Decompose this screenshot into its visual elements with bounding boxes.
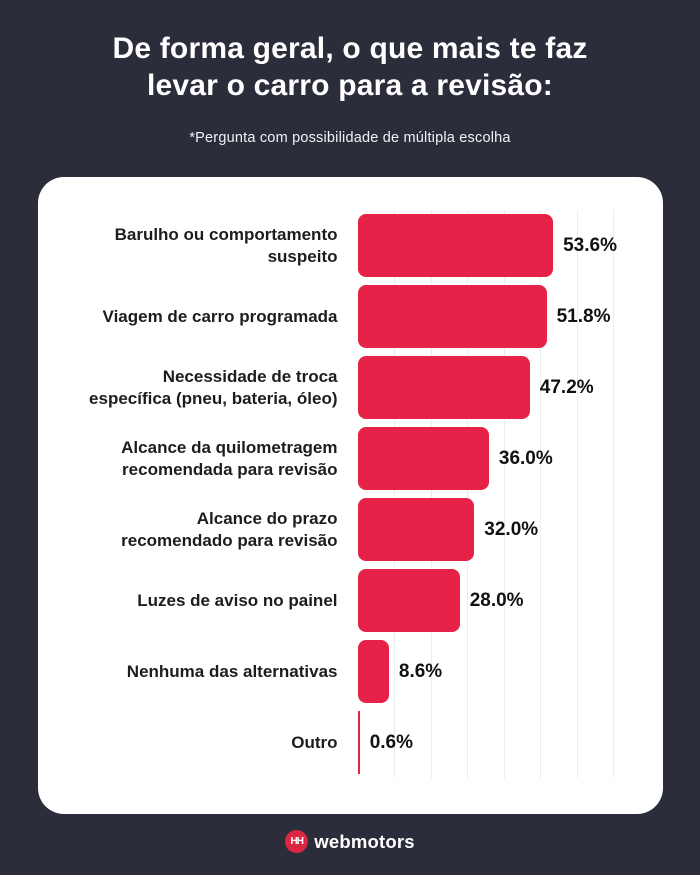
gridline-40pct bbox=[503, 210, 505, 778]
bar-chart: Barulho ou comportamento suspeito 53.6% Via… bbox=[38, 210, 663, 778]
category-label: Necessidade de troca específica (pneu, ba… bbox=[89, 366, 338, 408]
footer-brand: HH webmotors bbox=[285, 830, 415, 853]
bar bbox=[357, 285, 547, 348]
bar bbox=[357, 356, 530, 419]
page-subtitle: *Pergunta com possibilidade de múltipla … bbox=[189, 130, 511, 146]
bar bbox=[357, 214, 554, 277]
webmotors-logo-icon: HH bbox=[285, 830, 309, 853]
chart-row: Necessidade de troca específica (pneu, ba… bbox=[38, 352, 663, 423]
bar-track: 32.0% bbox=[357, 498, 663, 561]
bar bbox=[357, 569, 460, 632]
chart-row: Viagem de carro programada 51.8% bbox=[38, 281, 663, 352]
gridline-60pct bbox=[576, 210, 578, 778]
page-title: De forma geral, o que mais te faz levar … bbox=[112, 30, 587, 104]
chart-row: Outro 0.6% bbox=[38, 707, 663, 778]
gridlines bbox=[358, 210, 663, 778]
bar-track: 0.6% bbox=[357, 711, 663, 774]
title-line-1: De forma geral, o que mais te faz bbox=[112, 32, 588, 65]
value-label: 36.0% bbox=[498, 447, 553, 469]
gridline-30pct bbox=[467, 210, 468, 778]
value-label: 8.6% bbox=[398, 660, 443, 682]
chart-row: Alcance do prazo recomendado para revisão… bbox=[38, 494, 663, 565]
gridline-10pct bbox=[394, 210, 395, 778]
category-label: Alcance da quilometragem recomendada para… bbox=[121, 437, 338, 479]
gridline-20pct bbox=[430, 210, 432, 778]
gridline-50pct bbox=[540, 210, 541, 778]
chart-card: Barulho ou comportamento suspeito 53.6% Via… bbox=[37, 177, 663, 814]
chart-row: Alcance da quilometragem recomendada para… bbox=[38, 423, 663, 494]
bar bbox=[357, 711, 360, 774]
bar-track: 8.6% bbox=[357, 640, 663, 703]
chart-row: Nenhuma das alternativas 8.6% bbox=[38, 636, 663, 707]
bar-track: 28.0% bbox=[357, 569, 663, 632]
category-label: Outro bbox=[291, 732, 338, 752]
brand-name: webmotors bbox=[314, 830, 415, 852]
value-label: 53.6% bbox=[563, 234, 617, 256]
value-label: 47.2% bbox=[539, 376, 594, 398]
category-label: Alcance do prazo recomendado para revisão bbox=[121, 508, 338, 550]
category-label: Nenhuma das alternativas bbox=[126, 661, 338, 681]
bar-track: 51.8% bbox=[357, 285, 663, 348]
chart-row: Luzes de aviso no painel 28.0% bbox=[38, 565, 663, 636]
value-label: 51.8% bbox=[556, 305, 611, 327]
value-label: 28.0% bbox=[469, 589, 524, 611]
bar bbox=[357, 427, 489, 490]
category-label: Viagem de carro programada bbox=[102, 306, 338, 326]
bar bbox=[357, 498, 475, 561]
title-line-2: levar o carro para a revisão: bbox=[146, 69, 553, 102]
bar-track: 53.6% bbox=[357, 214, 663, 277]
bar bbox=[357, 640, 389, 703]
bar-track: 36.0% bbox=[357, 427, 663, 490]
chart-rows: Barulho ou comportamento suspeito 53.6% Via… bbox=[38, 210, 663, 778]
value-label: 0.6% bbox=[369, 731, 413, 753]
gridline-70pct bbox=[613, 210, 614, 778]
category-label: Barulho ou comportamento suspeito bbox=[114, 224, 338, 266]
bar-track: 47.2% bbox=[357, 356, 663, 419]
category-label: Luzes de aviso no painel bbox=[137, 590, 338, 610]
chart-row: Barulho ou comportamento suspeito 53.6% bbox=[38, 210, 663, 281]
value-label: 32.0% bbox=[484, 518, 539, 540]
